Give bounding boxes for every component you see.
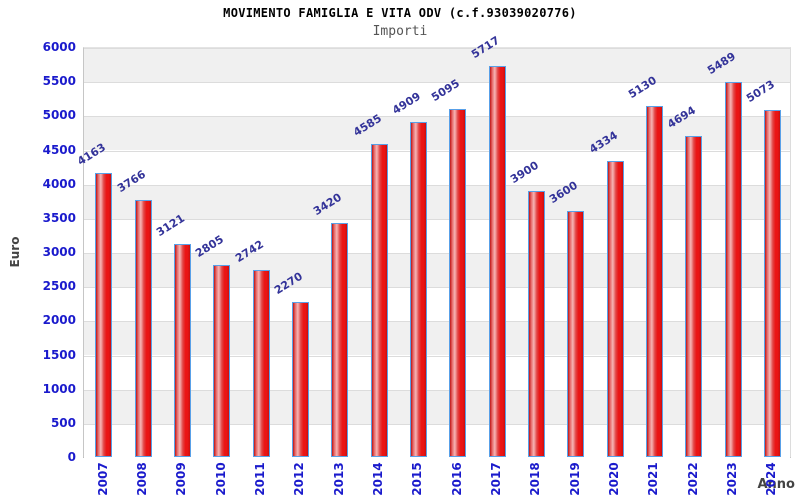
bar [252,269,270,457]
plot-band [84,287,790,322]
x-tick-label: 2007 [95,462,110,496]
x-tick-label: 2013 [331,462,346,496]
plot-band [84,253,790,288]
x-tick-label: 2011 [253,462,267,496]
gridline [84,184,790,186]
y-tick-label: 4000 [42,176,76,191]
bar [173,243,191,457]
x-tick-label: 2012 [292,462,307,496]
bar [134,199,152,457]
plot-band [84,423,790,458]
bar [449,108,467,457]
x-tick-label: 2009 [174,462,189,496]
gridline [84,355,790,357]
x-tick-label: 2017 [489,462,503,496]
y-tick-label: 2500 [42,279,76,294]
bar [763,110,781,457]
chart-title: MOVIMENTO FAMIGLIA E VITA ODV (c.f.93039… [223,6,577,20]
gridline [84,48,790,49]
plot-band [84,116,790,151]
y-tick-label: 1500 [42,347,76,362]
plot-band [84,218,790,253]
gridline [84,116,790,118]
gridline [84,287,790,289]
gridline [84,150,790,152]
plot-band [84,48,790,83]
x-tick-label: 2008 [135,462,149,496]
plot-band [84,355,790,390]
bar [331,223,349,457]
chart-subtitle: Importi [372,24,428,39]
plot-area [83,47,791,458]
bar [645,106,663,457]
y-tick-label: 3500 [42,210,76,225]
x-axis-title: Anno [757,477,795,492]
x-tick-label: 2014 [371,462,385,496]
x-tick-label: 2010 [213,462,228,496]
x-tick-label: 2023 [725,462,739,496]
gridline [84,423,790,425]
y-tick-label: 5500 [42,74,76,89]
gridline [84,253,790,254]
y-tick-label: 3000 [42,245,76,259]
y-tick-label: 0 [67,450,76,464]
bar [685,136,703,457]
bar [488,66,506,457]
bar [527,190,545,457]
bar [567,211,585,457]
y-tick-label: 6000 [42,40,76,54]
x-tick-label: 2018 [528,462,543,496]
gridline [84,218,790,220]
x-tick-label: 2021 [646,462,661,496]
y-tick-label: 1000 [42,381,76,396]
bar [606,160,624,457]
y-tick-label: 2000 [42,313,76,328]
x-tick-label: 2015 [410,462,425,496]
gridline [84,321,790,323]
bar [213,265,231,457]
plot-band [84,150,790,185]
bar [409,121,427,457]
plot-band [84,389,790,424]
plot-band [84,184,790,219]
bar [291,301,309,457]
x-tick-label: 2024 [764,462,779,496]
y-tick-label: 4500 [42,142,76,157]
bar [724,81,742,457]
plot-band [84,82,790,117]
x-tick-label: 2022 [685,462,700,496]
x-tick-label: 2016 [449,462,464,496]
y-tick-label: 5000 [42,108,76,123]
bar [95,172,113,457]
y-tick-label: 500 [50,415,76,430]
x-tick-label: 2019 [567,462,582,496]
bar [370,143,388,457]
x-tick-label: 2020 [607,462,621,496]
gridline [84,389,790,391]
plot-band [84,321,790,356]
gridline [84,82,790,84]
